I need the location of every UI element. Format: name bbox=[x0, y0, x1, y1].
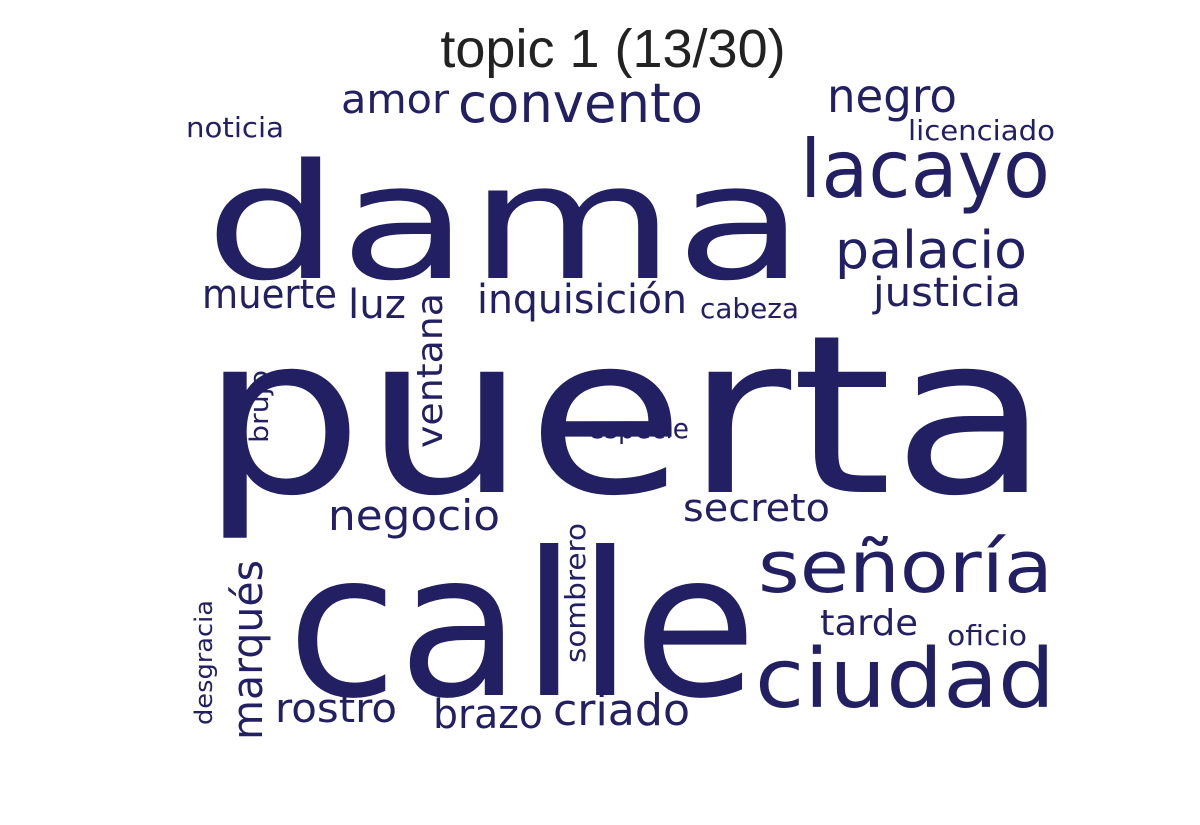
cloud-word: especie bbox=[588, 412, 689, 445]
cloud-word: amor bbox=[341, 77, 450, 123]
cloud-word: criado bbox=[553, 685, 690, 736]
cloud-word: calle bbox=[287, 510, 757, 743]
cloud-word: ventana bbox=[410, 293, 451, 448]
cloud-word: inquisición bbox=[477, 277, 687, 323]
cloud-word: brazo bbox=[433, 692, 543, 738]
cloud-word: tarde bbox=[820, 603, 918, 644]
cloud-word: negocio bbox=[328, 491, 500, 540]
cloud-word: señoría bbox=[758, 525, 1053, 609]
cloud-word: desgracia bbox=[190, 600, 218, 725]
chart-title: topic 1 (13/30) bbox=[440, 19, 786, 79]
cloud-word: sombrero bbox=[559, 523, 592, 663]
cloud-word: luz bbox=[348, 282, 406, 328]
cloud-word: ciudad bbox=[755, 632, 1055, 727]
cloud-word: negro bbox=[827, 69, 957, 123]
cloud-word: cabeza bbox=[700, 292, 799, 325]
cloud-word: lacayo bbox=[800, 123, 1050, 216]
cloud-word: licenciado bbox=[908, 114, 1055, 147]
cloud-word: marqués bbox=[223, 560, 272, 740]
cloud-word: oficio bbox=[947, 619, 1027, 652]
cloud-word: puerta bbox=[200, 288, 1050, 544]
cloud-word: palacio bbox=[835, 221, 1027, 281]
cloud-word: justicia bbox=[872, 270, 1021, 316]
cloud-word: rostro bbox=[275, 686, 397, 732]
cloud-word: noticia bbox=[186, 111, 284, 144]
cloud-word: brujo bbox=[245, 370, 275, 443]
cloud-word: dama bbox=[205, 129, 805, 316]
cloud-word: secreto bbox=[683, 486, 830, 530]
cloud-word: convento bbox=[458, 72, 703, 135]
cloud-word: muerte bbox=[202, 272, 337, 318]
